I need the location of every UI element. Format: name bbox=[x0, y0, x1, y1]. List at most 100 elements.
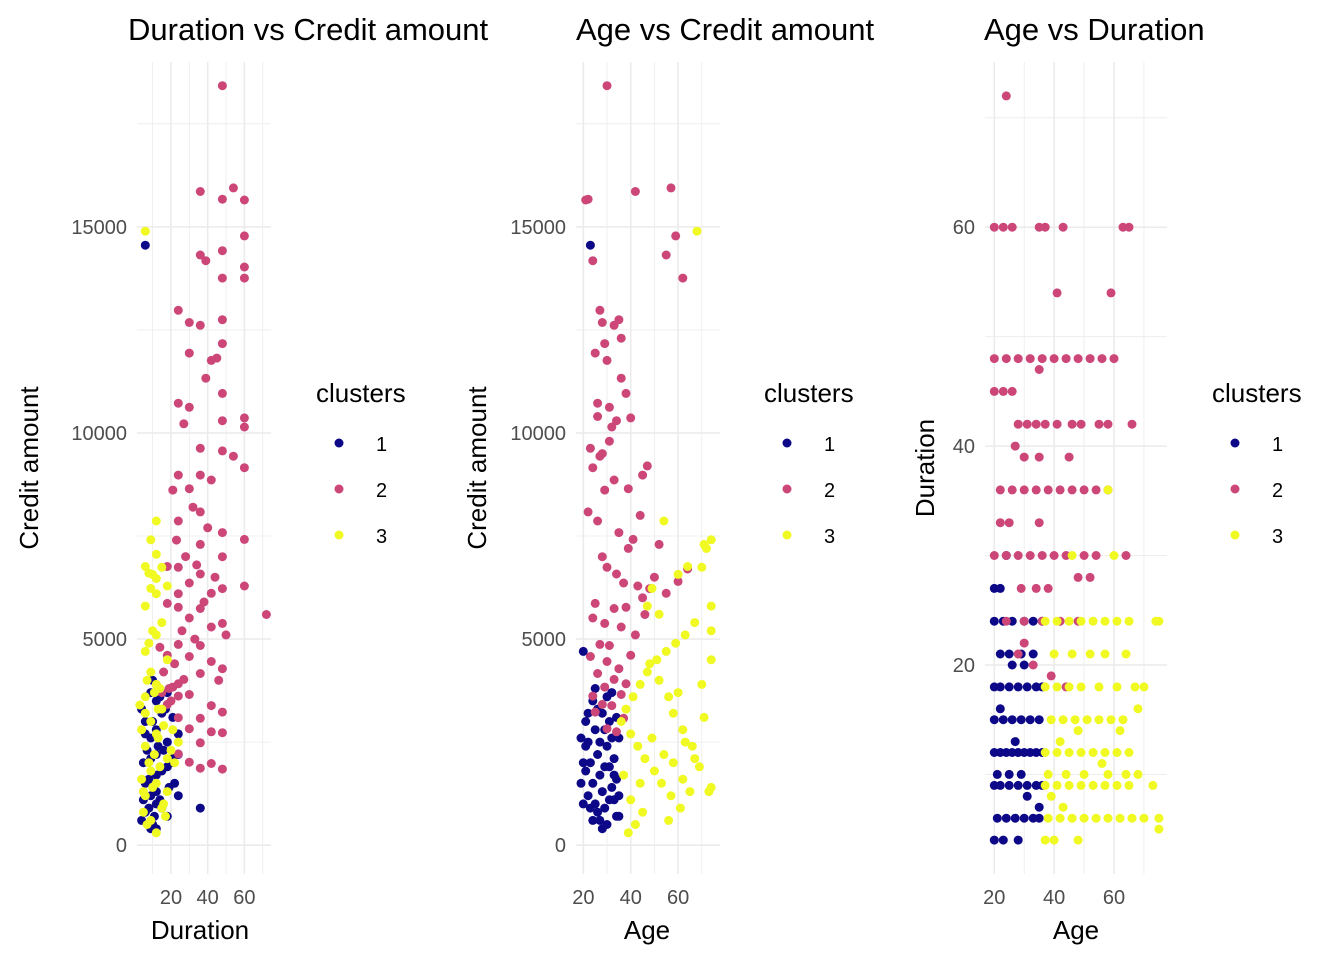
y-axis-title: Duration bbox=[910, 419, 940, 517]
point-cluster-2 bbox=[239, 463, 249, 473]
point-cluster-2 bbox=[217, 552, 227, 562]
point-cluster-3 bbox=[706, 535, 716, 545]
point-cluster-3 bbox=[1124, 780, 1134, 790]
point-cluster-3 bbox=[151, 828, 161, 838]
point-cluster-2 bbox=[217, 664, 227, 674]
point-cluster-2 bbox=[593, 398, 603, 408]
point-cluster-2 bbox=[649, 572, 659, 582]
point-cluster-1 bbox=[600, 803, 610, 813]
point-cluster-2 bbox=[239, 422, 249, 432]
point-cluster-1 bbox=[604, 795, 614, 805]
point-cluster-3 bbox=[1067, 813, 1077, 823]
point-cluster-2 bbox=[217, 315, 227, 325]
point-cluster-1 bbox=[1013, 682, 1023, 692]
point-cluster-2 bbox=[170, 659, 180, 669]
point-cluster-1 bbox=[581, 741, 591, 751]
y-tick-label: 0 bbox=[116, 835, 127, 857]
point-cluster-2 bbox=[616, 373, 626, 383]
point-cluster-2 bbox=[184, 690, 194, 699]
point-cluster-1 bbox=[578, 646, 588, 656]
point-cluster-3 bbox=[1103, 485, 1113, 495]
point-cluster-3 bbox=[675, 803, 685, 813]
legend-key-1 bbox=[782, 438, 792, 448]
point-cluster-3 bbox=[1061, 769, 1071, 779]
point-cluster-2 bbox=[1043, 583, 1053, 593]
point-cluster-2 bbox=[164, 684, 174, 693]
point-cluster-2 bbox=[173, 691, 183, 701]
point-cluster-3 bbox=[659, 750, 669, 759]
point-cluster-3 bbox=[1112, 682, 1122, 692]
point-cluster-3 bbox=[146, 667, 156, 677]
point-cluster-2 bbox=[604, 402, 614, 412]
point-cluster-1 bbox=[989, 616, 999, 626]
point-cluster-2 bbox=[607, 422, 617, 432]
point-cluster-3 bbox=[155, 762, 165, 772]
point-cluster-2 bbox=[184, 652, 194, 661]
point-cluster-2 bbox=[635, 510, 645, 520]
point-cluster-3 bbox=[1076, 748, 1086, 757]
point-cluster-3 bbox=[1121, 769, 1131, 779]
point-cluster-2 bbox=[1097, 354, 1107, 364]
point-cluster-3 bbox=[161, 811, 170, 821]
point-cluster-2 bbox=[1001, 616, 1011, 626]
legend-item-1: 1 bbox=[782, 434, 835, 456]
point-cluster-2 bbox=[628, 534, 638, 544]
point-cluster-3 bbox=[162, 754, 172, 764]
point-cluster-2 bbox=[206, 701, 216, 711]
point-cluster-1 bbox=[595, 737, 605, 747]
point-cluster-3 bbox=[616, 717, 626, 726]
point-cluster-2 bbox=[1067, 485, 1077, 495]
point-cluster-3 bbox=[166, 745, 176, 755]
point-cluster-2 bbox=[217, 81, 227, 91]
point-cluster-3 bbox=[621, 704, 631, 714]
point-cluster-2 bbox=[597, 449, 607, 459]
point-cluster-2 bbox=[661, 588, 671, 598]
point-cluster-2 bbox=[1001, 354, 1011, 364]
point-cluster-3 bbox=[148, 782, 158, 792]
point-cluster-2 bbox=[640, 610, 650, 619]
point-cluster-2 bbox=[172, 535, 181, 545]
point-cluster-2 bbox=[184, 613, 194, 623]
point-cluster-2 bbox=[626, 650, 636, 660]
point-cluster-3 bbox=[1055, 813, 1065, 823]
point-cluster-1 bbox=[583, 708, 593, 718]
chart-title: Duration vs Credit amount bbox=[128, 12, 488, 47]
point-cluster-2 bbox=[1052, 288, 1062, 298]
legend-title: clusters bbox=[316, 378, 406, 408]
legend-title: clusters bbox=[764, 378, 854, 408]
point-cluster-2 bbox=[1031, 583, 1041, 593]
points bbox=[989, 91, 1164, 845]
point-cluster-3 bbox=[1076, 616, 1086, 626]
point-cluster-2 bbox=[195, 669, 205, 678]
point-cluster-2 bbox=[179, 674, 189, 684]
point-cluster-3 bbox=[1064, 780, 1074, 790]
y-tick-label: 40 bbox=[953, 436, 975, 458]
point-cluster-2 bbox=[1121, 551, 1131, 560]
point-cluster-2 bbox=[597, 552, 607, 562]
point-cluster-2 bbox=[1025, 551, 1035, 560]
point-cluster-2 bbox=[221, 630, 231, 640]
point-cluster-2 bbox=[1052, 419, 1062, 429]
point-cluster-1 bbox=[1004, 780, 1014, 790]
point-cluster-2 bbox=[633, 581, 643, 591]
point-cluster-3 bbox=[1112, 616, 1122, 626]
point-cluster-2 bbox=[217, 764, 227, 774]
point-cluster-1 bbox=[995, 780, 1005, 790]
point-cluster-3 bbox=[685, 787, 695, 797]
point-cluster-2 bbox=[1067, 419, 1077, 429]
point-cluster-2 bbox=[1109, 354, 1119, 364]
point-cluster-2 bbox=[184, 724, 194, 734]
point-cluster-1 bbox=[593, 807, 603, 817]
x-tick-label: 20 bbox=[160, 887, 182, 909]
point-cluster-3 bbox=[138, 787, 148, 797]
point-cluster-2 bbox=[1031, 485, 1041, 495]
y-tick-label: 20 bbox=[953, 655, 975, 677]
point-cluster-3 bbox=[1049, 649, 1059, 659]
point-cluster-1 bbox=[1004, 682, 1014, 692]
point-cluster-2 bbox=[616, 690, 626, 699]
point-cluster-1 bbox=[195, 803, 205, 813]
point-cluster-1 bbox=[992, 813, 1002, 823]
point-cluster-2 bbox=[173, 749, 183, 759]
point-cluster-2 bbox=[1091, 551, 1101, 560]
